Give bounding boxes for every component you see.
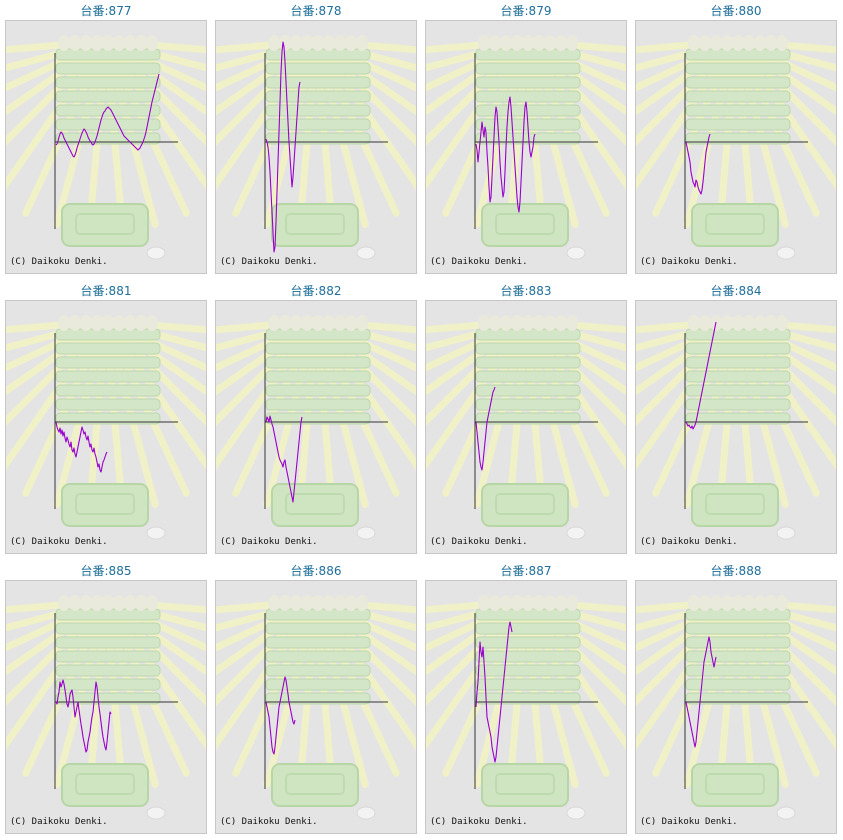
machine-number-title[interactable]: 台番:887 [500,564,552,578]
line-chart [216,595,416,820]
payout-series-line [55,73,160,158]
payout-series-line [55,421,108,473]
line-chart [636,315,836,540]
copyright-text: (C) Daikoku Denki. [10,817,108,827]
copyright-text: (C) Daikoku Denki. [430,537,528,547]
payout-series-line [475,386,496,471]
payout-series-line [685,321,717,430]
graph-frame: (C) Daikoku Denki. [635,580,837,834]
copyright-text: (C) Daikoku Denki. [10,537,108,547]
line-chart [6,315,206,540]
decorative-background-art [216,315,416,540]
line-chart [216,35,416,260]
graph-frame: (C) Daikoku Denki. [215,20,417,274]
payout-series-line [265,41,301,253]
graph-frame: (C) Daikoku Denki. [425,580,627,834]
decorative-background-art [636,595,836,820]
copyright-text: (C) Daikoku Denki. [10,257,108,267]
machine-number-title[interactable]: 台番:881 [80,284,132,298]
decorative-background-art [426,35,626,260]
copyright-text: (C) Daikoku Denki. [220,257,318,267]
line-chart [426,315,626,540]
line-chart [6,35,206,260]
machine-number-title[interactable]: 台番:879 [500,4,552,18]
decorative-background-art [636,315,836,540]
graph-frame: (C) Daikoku Denki. [5,300,207,554]
machine-number-title[interactable]: 台番:883 [500,284,552,298]
copyright-text: (C) Daikoku Denki. [430,257,528,267]
machine-number-title[interactable]: 台番:888 [710,564,762,578]
machine-number-title[interactable]: 台番:880 [710,4,762,18]
decorative-background-art [216,595,416,820]
payout-series-line [685,133,711,195]
graph-frame: (C) Daikoku Denki. [215,300,417,554]
line-chart [426,595,626,820]
payout-series-line [55,679,112,753]
machine-number-title[interactable]: 台番:886 [290,564,342,578]
decorative-background-art [426,595,626,820]
machine-number-title[interactable]: 台番:882 [290,284,342,298]
machine-number-title[interactable]: 台番:885 [80,564,132,578]
machine-number-title[interactable]: 台番:877 [80,4,132,18]
copyright-text: (C) Daikoku Denki. [430,817,528,827]
payout-series-line [475,96,536,213]
line-chart [216,315,416,540]
machine-number-title[interactable]: 台番:884 [710,284,762,298]
copyright-text: (C) Daikoku Denki. [220,537,318,547]
graph-frame: (C) Daikoku Denki. [215,580,417,834]
decorative-background-art [6,35,206,260]
line-chart [636,35,836,260]
copyright-text: (C) Daikoku Denki. [640,537,738,547]
copyright-text: (C) Daikoku Denki. [220,817,318,827]
graph-frame: (C) Daikoku Denki. [425,20,627,274]
decorative-background-art [636,35,836,260]
payout-series-line [265,676,296,755]
graph-frame: (C) Daikoku Denki. [635,300,837,554]
machine-number-title[interactable]: 台番:878 [290,4,342,18]
graph-frame: (C) Daikoku Denki. [635,20,837,274]
decorative-background-art [426,315,626,540]
line-chart [6,595,206,820]
graph-frame: (C) Daikoku Denki. [5,20,207,274]
copyright-text: (C) Daikoku Denki. [640,257,738,267]
graph-frame: (C) Daikoku Denki. [5,580,207,834]
graph-frame: (C) Daikoku Denki. [425,300,627,554]
decorative-background-art [216,35,416,260]
payout-series-line [685,636,717,748]
payout-series-line [265,415,303,503]
line-chart [636,595,836,820]
payout-series-line [475,621,513,763]
decorative-background-art [6,595,206,820]
copyright-text: (C) Daikoku Denki. [640,817,738,827]
decorative-background-art [6,315,206,540]
line-chart [426,35,626,260]
